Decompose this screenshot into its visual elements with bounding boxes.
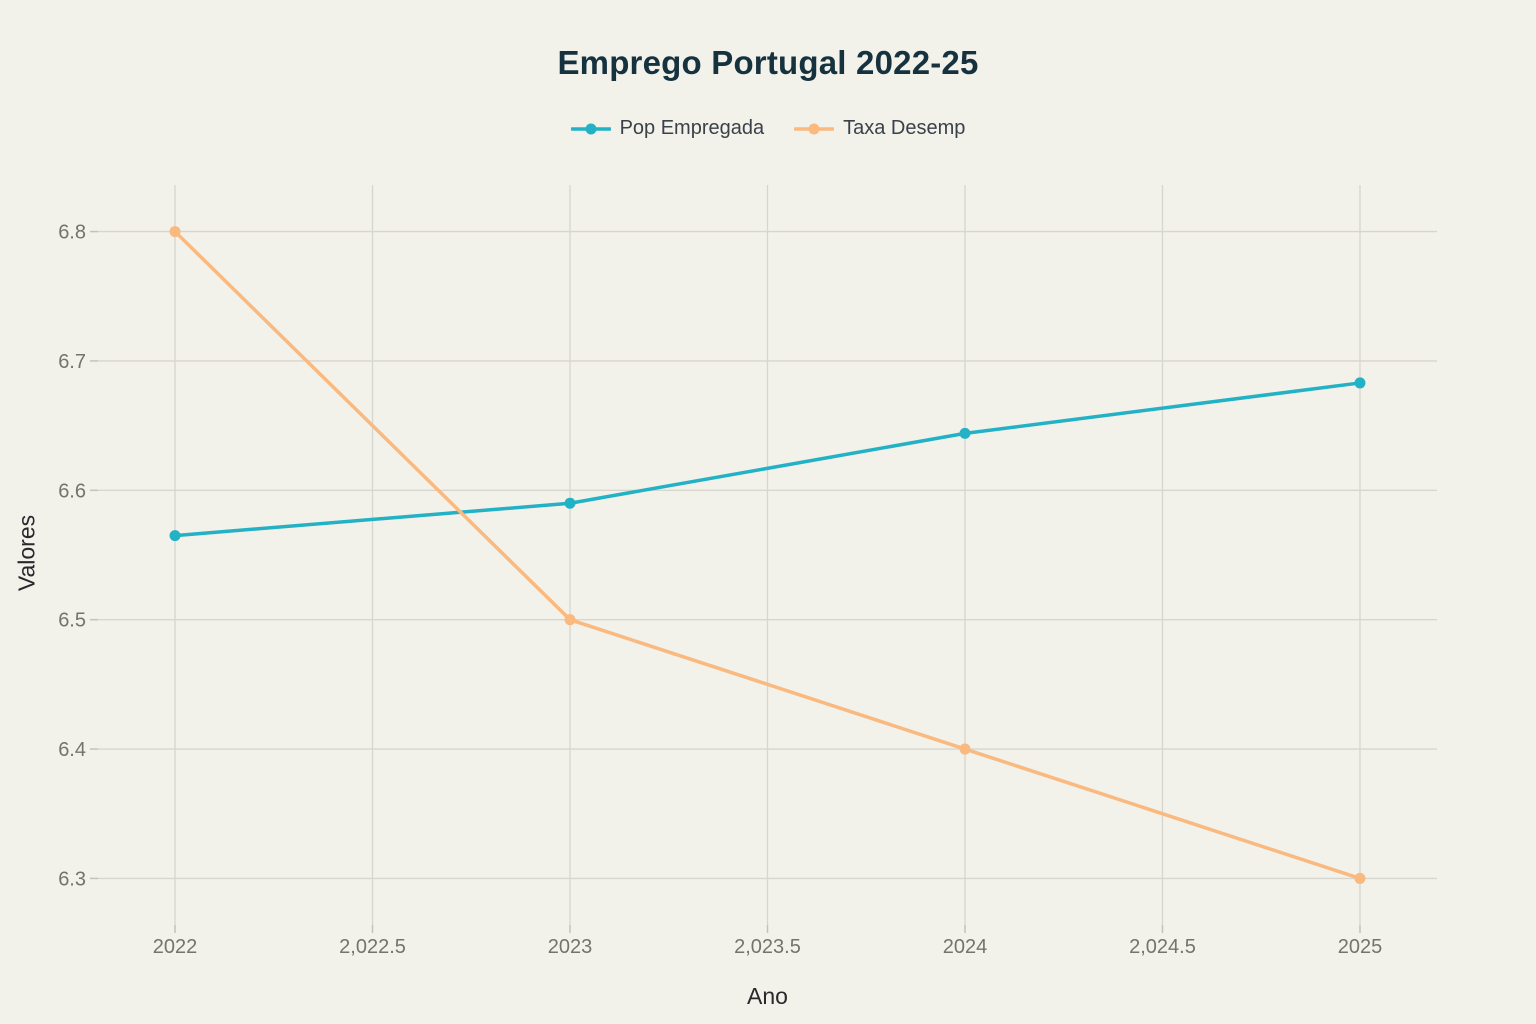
series-marker-pop-empregada bbox=[169, 530, 181, 542]
y-tick-label: 6.4 bbox=[58, 739, 86, 761]
series-marker-taxa-desemp bbox=[564, 614, 576, 626]
y-axis-title: Valores bbox=[13, 514, 40, 592]
x-axis-title: Ano bbox=[747, 983, 788, 1009]
series-marker-pop-empregada bbox=[959, 427, 971, 439]
legend-line-icon bbox=[570, 123, 611, 134]
legend: Pop Empregada Taxa Desemp bbox=[0, 117, 1536, 140]
legend-label-taxa-desemp: Taxa Desemp bbox=[843, 117, 966, 139]
legend-item-taxa-desemp[interactable]: Taxa Desemp bbox=[794, 117, 965, 140]
series-marker-taxa-desemp bbox=[169, 226, 181, 238]
legend-line-icon bbox=[794, 123, 835, 134]
series-marker-pop-empregada bbox=[1354, 377, 1366, 389]
x-tick-label: 2,024.5 bbox=[1129, 936, 1196, 958]
y-tick-label: 6.5 bbox=[58, 610, 86, 632]
x-tick-label: 2025 bbox=[1338, 936, 1383, 958]
x-tick-label: 2022 bbox=[153, 936, 198, 958]
legend-label-pop-empregada: Pop Empregada bbox=[619, 117, 765, 139]
y-tick-label: 6.7 bbox=[58, 351, 86, 373]
chart-title: Emprego Portugal 2022-25 bbox=[557, 44, 979, 81]
series-marker-pop-empregada bbox=[564, 497, 576, 509]
series-line-taxa-desemp bbox=[173, 229, 1362, 881]
series-line-pop-empregada bbox=[173, 381, 1362, 538]
y-tick-label: 6.6 bbox=[58, 480, 86, 502]
series-marker-taxa-desemp bbox=[1354, 872, 1366, 884]
legend-item-pop-empregada[interactable]: Pop Empregada bbox=[570, 117, 765, 140]
x-tick-label: 2024 bbox=[943, 936, 988, 958]
series-marker-taxa-desemp bbox=[959, 743, 971, 755]
x-tick-label: 2,022.5 bbox=[339, 936, 406, 958]
y-tick-label: 6.8 bbox=[58, 222, 86, 244]
y-tick-label: 6.3 bbox=[58, 868, 86, 890]
x-tick-label: 2,023.5 bbox=[734, 936, 801, 958]
x-tick-label: 2023 bbox=[548, 936, 593, 958]
